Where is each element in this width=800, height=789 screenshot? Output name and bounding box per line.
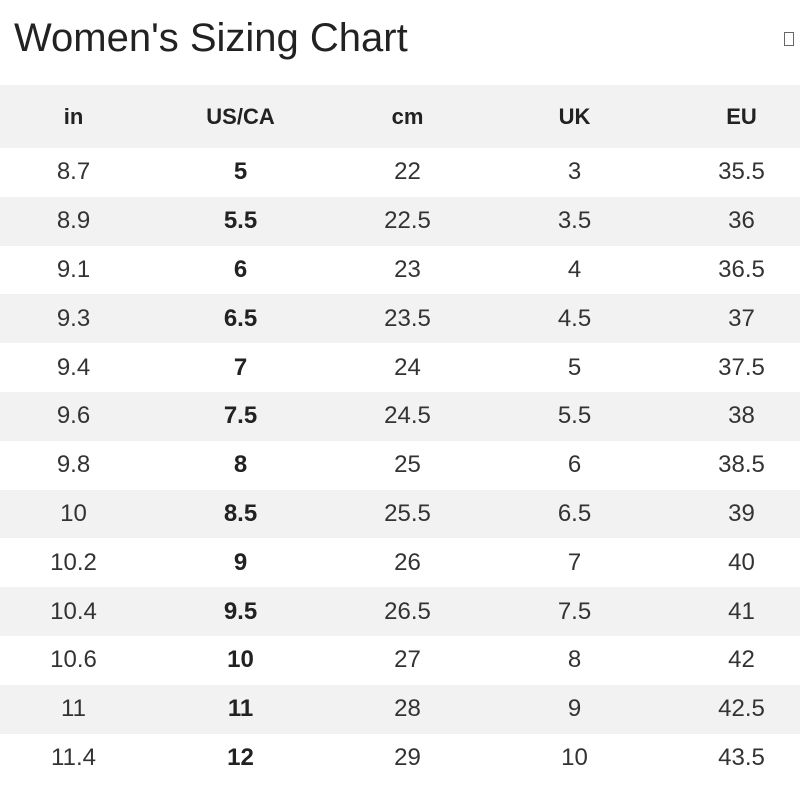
table-cell: 41 xyxy=(658,587,800,636)
table-cell: 29 xyxy=(394,743,421,771)
table-cell: 7.5 xyxy=(157,391,324,441)
table-cell: 23.5 xyxy=(324,294,491,344)
table-row: 11.4 12 29 10 43.5 xyxy=(0,734,800,783)
table-cell: 8.7 xyxy=(56,158,91,186)
size-table: in US/CA cm UK EU 8.7 5 22 3 35.5 8.9 5.5 22.5 3.5 36… xyxy=(0,85,800,782)
table-row: 10.4 9.5 26.5 7.5 41 xyxy=(0,587,800,636)
table-cell: 10.6 xyxy=(50,646,97,674)
column-header: EU xyxy=(658,85,800,148)
table-cell: 6 xyxy=(233,255,248,283)
column-header: UK xyxy=(491,85,658,148)
table-cell: 40 xyxy=(728,548,755,576)
column-header: US/CA xyxy=(157,85,324,148)
column-header: cm xyxy=(324,85,491,148)
table-cell: 11.4 xyxy=(51,743,96,771)
table-cell: 9.1 xyxy=(56,255,91,283)
table-cell: 36 xyxy=(658,196,800,246)
table-cell: 42 xyxy=(728,646,755,674)
table-cell: 26 xyxy=(394,548,421,576)
table-row: 10 8.5 25.5 6.5 39 xyxy=(0,489,800,539)
table-cell: 5 xyxy=(567,353,582,381)
table-row: 9.3 6.5 23.5 4.5 37 xyxy=(0,294,800,344)
table-cell: 43.5 xyxy=(718,743,765,771)
close-button[interactable] xyxy=(784,32,794,46)
table-cell: 9 xyxy=(491,684,658,734)
table-cell: 8 xyxy=(233,451,248,479)
table-cell: 37.5 xyxy=(718,353,765,381)
table-cell: 26.5 xyxy=(324,587,491,636)
table-cell: 10.2 xyxy=(50,548,97,576)
table-cell: 38 xyxy=(658,391,800,441)
table-container: in US/CA cm UK EU 8.7 5 22 3 35.5 8.9 5.5 22.5 3.5 36… xyxy=(0,85,800,789)
column-header: in xyxy=(0,85,157,148)
table-cell: 5.5 xyxy=(157,196,324,246)
table-cell: 10 xyxy=(227,646,254,674)
table-cell: 22 xyxy=(394,158,421,186)
table-cell: 35.5 xyxy=(718,158,765,186)
table-cell: 28 xyxy=(324,684,491,734)
table-row: 9.6 7.5 24.5 5.5 38 xyxy=(0,391,800,441)
table-cell: 9.5 xyxy=(157,587,324,636)
table-cell: 10.4 xyxy=(0,587,157,636)
table-cell: 10 xyxy=(0,489,157,539)
table-cell: 6.5 xyxy=(157,294,324,344)
table-cell: 7.5 xyxy=(491,587,658,636)
table-cell: 12 xyxy=(227,743,254,771)
table-body: 8.7 5 22 3 35.5 8.9 5.5 22.5 3.5 36 9.1 6 23 4 36.5 9.3… xyxy=(0,148,800,782)
header-row: in US/CA cm UK EU xyxy=(0,85,800,148)
table-cell: 8.9 xyxy=(0,196,157,246)
table-cell: 9.8 xyxy=(56,451,91,479)
table-cell: 24 xyxy=(394,353,421,381)
table-row: 10.6 10 27 8 42 xyxy=(0,636,800,685)
table-cell: 11 xyxy=(157,684,324,734)
table-cell: 9 xyxy=(233,548,248,576)
title: Women's Sizing Chart xyxy=(14,16,408,60)
table-cell: 5 xyxy=(233,158,248,186)
table-cell: 9.3 xyxy=(0,294,157,344)
table-cell: 36.5 xyxy=(718,255,765,283)
table-row: 10.2 9 26 7 40 xyxy=(0,538,800,587)
table-cell: 25 xyxy=(394,451,421,479)
table-row: 9.4 7 24 5 37.5 xyxy=(0,343,800,392)
table-row: 9.8 8 25 6 38.5 xyxy=(0,441,800,490)
table-cell: 42.5 xyxy=(658,684,800,734)
table-cell: 39 xyxy=(658,489,800,539)
table-cell: 3 xyxy=(567,158,582,186)
table-cell: 3.5 xyxy=(491,196,658,246)
table-cell: 38.5 xyxy=(718,451,765,479)
table-cell: 6.5 xyxy=(491,489,658,539)
table-cell: 9.4 xyxy=(56,353,91,381)
table-cell: 23 xyxy=(394,255,421,283)
table-row: 8.9 5.5 22.5 3.5 36 xyxy=(0,196,800,246)
table-row: 9.1 6 23 4 36.5 xyxy=(0,246,800,295)
table-cell: 7 xyxy=(567,548,582,576)
table-cell: 4.5 xyxy=(491,294,658,344)
table-row: 8.7 5 22 3 35.5 xyxy=(0,148,800,197)
table-cell: 9.6 xyxy=(0,391,157,441)
table-cell: 7 xyxy=(233,353,248,381)
table-cell: 37 xyxy=(658,294,800,344)
table-cell: 24.5 xyxy=(324,391,491,441)
table-cell: 6 xyxy=(567,451,582,479)
table-cell: 5.5 xyxy=(491,391,658,441)
table-cell: 10 xyxy=(561,743,588,771)
table-cell: 8 xyxy=(567,646,582,674)
table-cell: 25.5 xyxy=(324,489,491,539)
table-cell: 11 xyxy=(0,684,157,734)
table-cell: 8.5 xyxy=(157,489,324,539)
table-cell: 4 xyxy=(567,255,582,283)
table-cell: 27 xyxy=(394,646,421,674)
table-header: in US/CA cm UK EU xyxy=(0,85,800,148)
table-row: 11 11 28 9 42.5 xyxy=(0,684,800,734)
table-cell: 22.5 xyxy=(324,196,491,246)
